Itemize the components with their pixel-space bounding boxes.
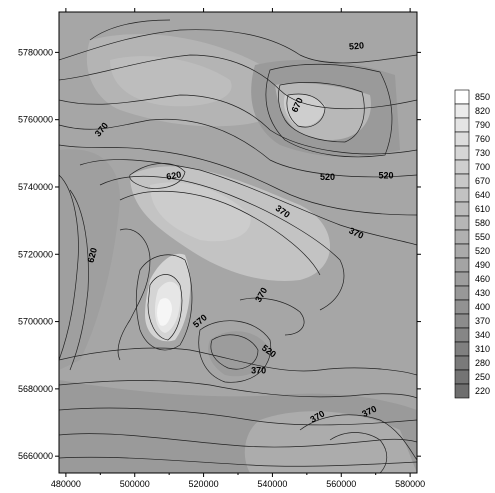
legend-label: 580: [475, 218, 490, 228]
x-tick-label: 560000: [326, 479, 356, 489]
legend-swatch: [454, 173, 470, 189]
legend-label: 520: [475, 246, 490, 256]
legend-label: 280: [475, 358, 490, 368]
legend-swatch: [454, 229, 470, 245]
y-tick-label: 5700000: [18, 317, 53, 327]
contour-label: 620: [85, 247, 99, 264]
legend-label: 610: [475, 204, 490, 214]
legend-swatch: [454, 383, 470, 399]
contour-label: 620: [166, 169, 183, 181]
legend-swatch: [454, 327, 470, 343]
legend-swatch: [454, 89, 470, 105]
legend-swatch: [454, 131, 470, 147]
legend-label: 340: [475, 330, 490, 340]
legend-swatch: [454, 285, 470, 301]
legend-label: 640: [475, 190, 490, 200]
legend-label: 460: [475, 274, 490, 284]
legend-label: 850: [475, 92, 490, 102]
legend-label: 400: [475, 302, 490, 312]
terrain-shading: [59, 34, 417, 473]
legend-label: 820: [475, 106, 490, 116]
legend-swatch: [454, 145, 470, 161]
legend-swatch: [454, 341, 470, 357]
contour-label: 370: [251, 366, 266, 376]
legend-label: 220: [475, 386, 490, 396]
legend-swatch: [454, 187, 470, 203]
x-tick-label: 580000: [395, 479, 425, 489]
legend-swatch: [454, 271, 470, 287]
contour-lines: [59, 19, 417, 473]
contour-label: 520: [320, 172, 335, 182]
x-tick-label: 500000: [120, 479, 150, 489]
y-tick-label: 5660000: [18, 451, 53, 461]
color-legend: 850 820 790 760 730 700 670 640 610 580 550 520 490 4…: [454, 89, 490, 399]
legend-label: 790: [475, 120, 490, 130]
x-tick-label: 520000: [189, 479, 219, 489]
x-tick-label: 480000: [51, 479, 81, 489]
legend-swatch: [454, 201, 470, 217]
legend-swatch: [454, 257, 470, 273]
legend-swatch: [454, 313, 470, 329]
legend-swatch: [454, 243, 470, 259]
legend-label: 370: [475, 316, 490, 326]
y-tick-label: 5740000: [18, 182, 53, 192]
x-axis: 480000 500000 520000 540000 560000 580000: [51, 8, 425, 489]
legend-swatch: [454, 215, 470, 231]
legend-swatch: [454, 159, 470, 175]
legend-label: 730: [475, 148, 490, 158]
y-axis: 5780000 5760000 5740000 5720000 5700000 56800…: [18, 47, 421, 461]
legend-swatch: [454, 103, 470, 119]
legend-swatch: [454, 369, 470, 385]
legend-label: 670: [475, 176, 490, 186]
legend-swatch: [454, 117, 470, 133]
legend-label: 550: [475, 232, 490, 242]
y-tick-label: 5680000: [18, 384, 53, 394]
legend-label: 760: [475, 134, 490, 144]
legend-label: 700: [475, 162, 490, 172]
contour-label: 520: [379, 171, 394, 181]
legend-label: 250: [475, 372, 490, 382]
legend-label: 490: [475, 260, 490, 270]
x-tick-label: 540000: [257, 479, 287, 489]
legend-swatch: [454, 355, 470, 371]
contour-label: 520: [349, 40, 365, 51]
legend-swatch: [454, 299, 470, 315]
y-tick-label: 5760000: [18, 115, 53, 125]
legend-label: 310: [475, 344, 490, 354]
legend-label: 430: [475, 288, 490, 298]
y-tick-label: 5720000: [18, 249, 53, 259]
y-tick-label: 5780000: [18, 47, 53, 57]
map-plot-area: [59, 12, 417, 473]
